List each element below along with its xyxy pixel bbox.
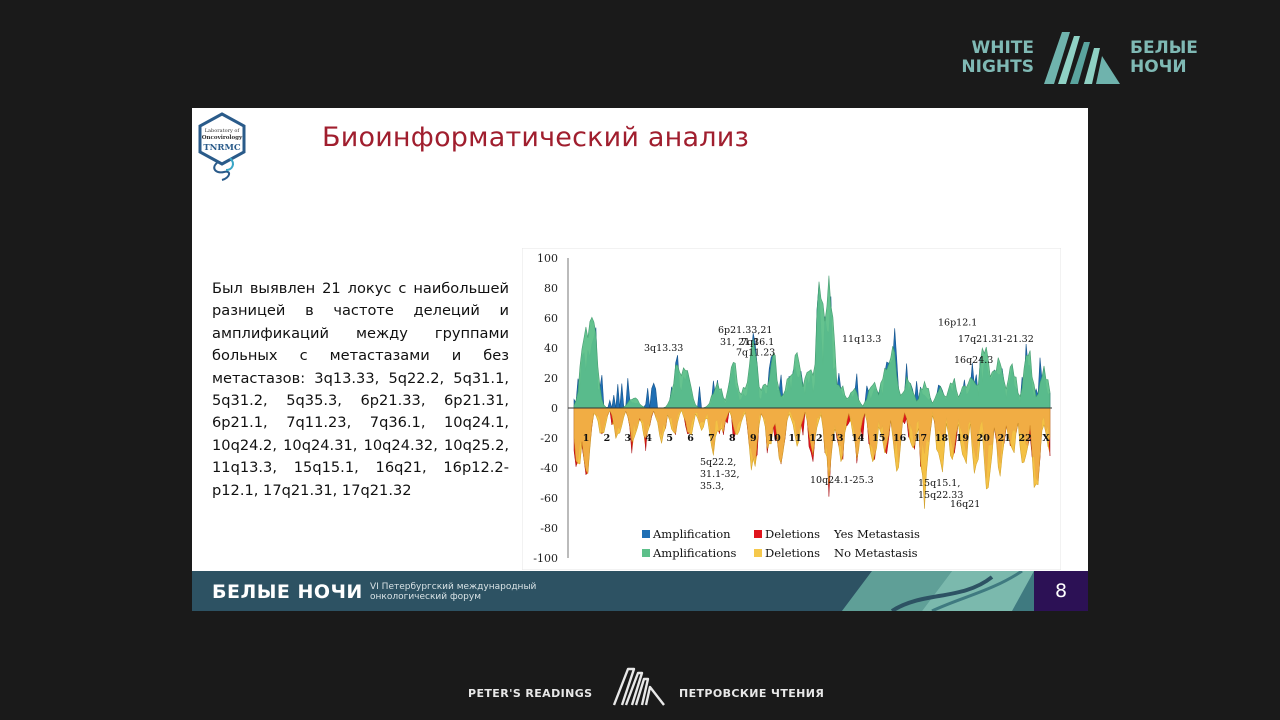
- peters-readings-logo: PETER'S READINGS ПЕТРОВСКИЕ ЧТЕНИЯ: [468, 665, 828, 706]
- annotation-label: 31.1-32,: [700, 469, 739, 480]
- legend-swatch: [642, 549, 650, 557]
- y-tick-label: -40: [540, 462, 558, 475]
- footer-brand: БЕЛЫЕ НОЧИ: [212, 581, 363, 603]
- footer-subtitle-line2: онкологический форум: [370, 592, 481, 602]
- annotation-label: 16p12.1: [938, 318, 977, 329]
- chromosome-label: 21: [998, 433, 1011, 444]
- y-tick-label: 60: [544, 312, 558, 325]
- lab-logo-line3: TNRMC: [203, 143, 241, 153]
- bottom-brand-right: ПЕТРОВСКИЕ ЧТЕНИЯ: [679, 687, 825, 700]
- annotation-label: 3q13.33: [644, 343, 683, 354]
- annotation-label: 5q22.2,: [700, 457, 736, 468]
- page-number: 8: [1034, 571, 1088, 611]
- chromosome-label: 14: [851, 433, 865, 444]
- chromosome-label: 3: [625, 433, 632, 444]
- annotation-label: 15q22.33: [918, 490, 963, 501]
- annotation-label: 17q21.31-21.32: [958, 334, 1034, 345]
- annotation-label: 15q15.1,: [918, 478, 960, 489]
- y-tick-label: -100: [533, 552, 558, 565]
- chromosome-label: 20: [977, 433, 991, 444]
- chromosome-label: 5: [666, 433, 673, 444]
- annotation-label: 31, 21.1: [720, 337, 759, 348]
- annotation-label: 16q21: [950, 499, 980, 510]
- y-tick-label: -80: [540, 522, 558, 535]
- y-tick-label: 100: [537, 252, 558, 265]
- brand-en-text: WHITE NIGHTS: [958, 39, 1034, 77]
- bottom-brand-left: PETER'S READINGS: [468, 687, 593, 700]
- chromosome-label: 7: [708, 433, 715, 444]
- brand-ru-line2: НОЧИ: [1130, 57, 1187, 77]
- white-nights-logo: WHITE NIGHTS БЕЛЫЕ НОЧИ: [958, 26, 1203, 90]
- legend-entry: Deletions: [765, 527, 820, 541]
- slide-title: Биоинформатический анализ: [322, 122, 750, 153]
- chromosome-label: 17: [914, 433, 927, 444]
- lab-oncovirology-logo: Laboratory of Oncovirology TNRMC: [198, 112, 246, 181]
- brand-en-line1: WHITE: [971, 38, 1034, 58]
- legend-entry: Deletions: [765, 546, 820, 560]
- legend-entry: Amplifications: [652, 546, 737, 560]
- annotation-label: 7q11.23: [736, 348, 775, 359]
- chromosome-label: 18: [935, 433, 949, 444]
- y-tick-label: 40: [544, 342, 558, 355]
- y-tick-label: 80: [544, 282, 558, 295]
- chromosome-label: 16: [893, 433, 907, 444]
- chromosome-label: 13: [830, 433, 843, 444]
- annotation-label: 10q24.1-25.3: [810, 475, 874, 486]
- chromosome-label: 15: [872, 433, 885, 444]
- brand-logo-icon: [1044, 32, 1120, 84]
- footer-subtitle: VI Петербургский международный онкологич…: [370, 582, 560, 602]
- y-tick-label: -20: [540, 432, 558, 445]
- chromosome-label: 10: [768, 433, 782, 444]
- footer-subtitle-line1: VI Петербургский международный: [370, 582, 537, 592]
- chromosome-label: 4: [645, 433, 652, 444]
- footer-decoration: [812, 571, 1088, 611]
- chromosome-label: 9: [750, 433, 757, 444]
- annotation-label: 7q36.1: [741, 337, 774, 348]
- series-deletions-no-metastasis: [573, 407, 1051, 509]
- annotation-label: 11q13.3: [842, 334, 881, 345]
- peters-readings-icon: [612, 667, 665, 706]
- chromosome-label: 2: [604, 433, 611, 444]
- chromosome-label: 11: [788, 433, 801, 444]
- legend-entry: Amplification: [652, 527, 731, 541]
- chromosome-label: 22: [1018, 433, 1031, 444]
- slide-body-text: Был выявлен 21 локус с наибольшей разниц…: [212, 280, 509, 499]
- annotation-label: 16q24.3: [954, 355, 993, 366]
- y-tick-label: -60: [540, 492, 558, 505]
- brand-en-line2: NIGHTS: [961, 57, 1034, 77]
- annotation-label: 35.3,: [700, 481, 724, 492]
- brand-ru-text: БЕЛЫЕ НОЧИ: [1130, 39, 1210, 77]
- chromosome-label: 1: [583, 433, 590, 444]
- chromosome-label: X: [1042, 433, 1050, 444]
- lab-logo-line1: Laboratory of: [205, 128, 241, 134]
- y-tick-label: 20: [544, 372, 558, 385]
- annotation-label: 6p21.33,21: [718, 325, 772, 336]
- lab-logo-line2: Oncovirology: [202, 135, 243, 141]
- legend-swatch: [754, 530, 762, 538]
- y-tick-label: 0: [551, 402, 558, 415]
- chromosome-label: 8: [729, 433, 736, 444]
- legend-group: Yes Metastasis: [833, 527, 920, 541]
- legend-swatch: [642, 530, 650, 538]
- brand-ru-line1: БЕЛЫЕ: [1130, 38, 1198, 58]
- chromosome-label: 12: [809, 433, 822, 444]
- legend-group: No Metastasis: [834, 546, 918, 560]
- slide-footer: БЕЛЫЕ НОЧИ VI Петербургский международны…: [192, 571, 1088, 611]
- legend-swatch: [754, 549, 762, 557]
- chromosome-label: 19: [956, 433, 970, 444]
- chromosome-label: 6: [687, 433, 694, 444]
- presentation-slide: Laboratory of Oncovirology TNRMC Биоинфо…: [192, 108, 1088, 611]
